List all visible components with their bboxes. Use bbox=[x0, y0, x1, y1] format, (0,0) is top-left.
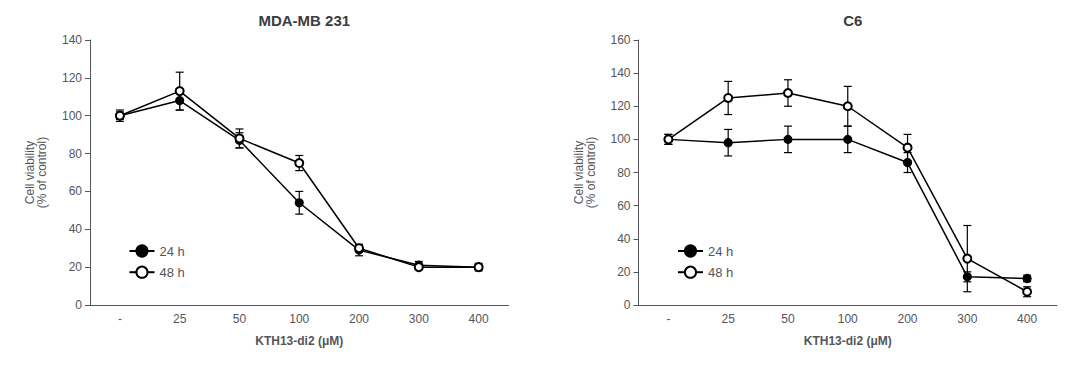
svg-text:24 h: 24 h bbox=[708, 244, 733, 259]
svg-text:(% of control): (% of control) bbox=[584, 137, 598, 208]
svg-text:Cell viability: Cell viability bbox=[571, 140, 586, 205]
svg-text:-: - bbox=[118, 312, 122, 326]
svg-text:60: 60 bbox=[69, 184, 83, 198]
svg-text:20: 20 bbox=[617, 265, 631, 279]
svg-text:40: 40 bbox=[69, 222, 83, 236]
svg-text:140: 140 bbox=[610, 66, 630, 80]
svg-text:120: 120 bbox=[610, 99, 630, 113]
svg-text:20: 20 bbox=[69, 260, 83, 274]
svg-text:80: 80 bbox=[69, 147, 83, 161]
svg-text:400: 400 bbox=[469, 312, 489, 326]
svg-text:50: 50 bbox=[233, 312, 247, 326]
svg-text:300: 300 bbox=[409, 312, 429, 326]
svg-text:200: 200 bbox=[898, 312, 918, 326]
svg-text:100: 100 bbox=[289, 312, 309, 326]
svg-text:0: 0 bbox=[624, 298, 631, 312]
svg-text:Cell viability: Cell viability bbox=[23, 140, 37, 205]
svg-text:100: 100 bbox=[838, 312, 858, 326]
svg-text:120: 120 bbox=[62, 71, 82, 85]
svg-text:-: - bbox=[666, 312, 670, 326]
svg-text:200: 200 bbox=[349, 312, 369, 326]
svg-text:100: 100 bbox=[610, 132, 630, 146]
svg-text:100: 100 bbox=[62, 109, 82, 123]
svg-text:KTH13-di2 (μM): KTH13-di2 (μM) bbox=[255, 334, 343, 348]
svg-text:48 h: 48 h bbox=[159, 265, 184, 280]
svg-text:160: 160 bbox=[610, 33, 630, 47]
svg-text:40: 40 bbox=[617, 232, 631, 246]
svg-text:50: 50 bbox=[781, 312, 795, 326]
svg-text:MDA-MB 231: MDA-MB 231 bbox=[258, 12, 350, 29]
svg-text:(% of control): (% of control) bbox=[35, 137, 49, 208]
svg-text:48 h: 48 h bbox=[708, 265, 733, 280]
svg-text:300: 300 bbox=[957, 312, 977, 326]
svg-text:KTH13-di2 (μM): KTH13-di2 (μM) bbox=[804, 334, 892, 348]
svg-text:140: 140 bbox=[62, 33, 82, 47]
svg-text:24 h: 24 h bbox=[159, 244, 184, 259]
svg-text:60: 60 bbox=[617, 199, 631, 213]
svg-text:25: 25 bbox=[721, 312, 735, 326]
svg-text:400: 400 bbox=[1017, 312, 1037, 326]
svg-text:0: 0 bbox=[75, 298, 82, 312]
svg-text:80: 80 bbox=[617, 166, 631, 180]
svg-text:25: 25 bbox=[173, 312, 187, 326]
svg-text:C6: C6 bbox=[843, 12, 862, 29]
